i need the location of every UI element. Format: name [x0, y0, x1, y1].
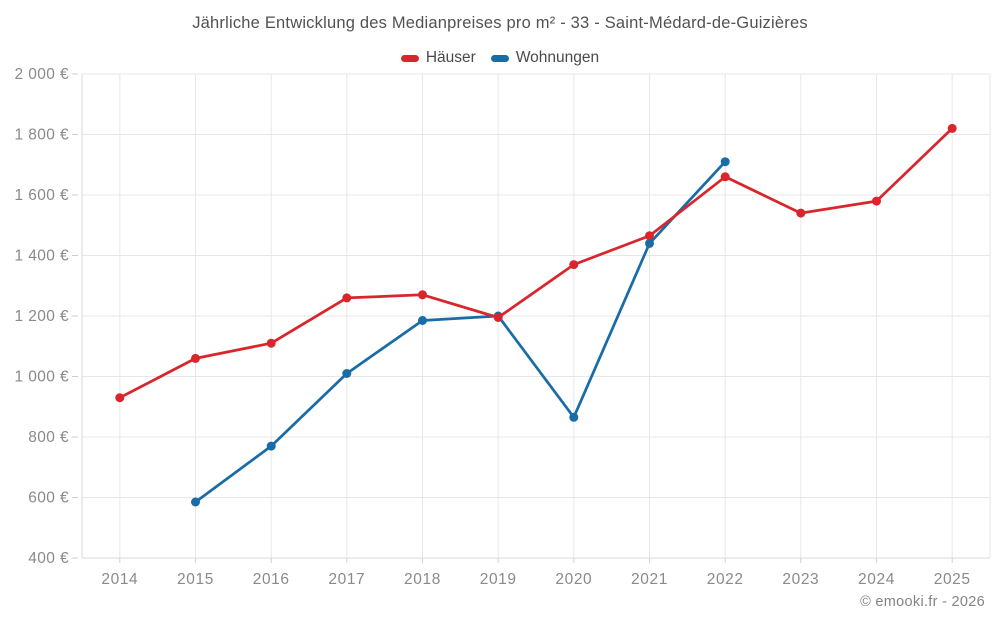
- svg-text:2022: 2022: [707, 571, 744, 588]
- data-point: [720, 172, 730, 182]
- svg-text:1 400 €: 1 400 €: [14, 248, 69, 265]
- data-point: [796, 208, 806, 218]
- data-point: [645, 231, 654, 241]
- legend-label-haeuser: Häuser: [425, 49, 476, 66]
- svg-text:1 200 €: 1 200 €: [14, 308, 69, 325]
- data-point: [872, 196, 881, 206]
- svg-text:2019: 2019: [480, 571, 517, 588]
- svg-text:2 000 €: 2 000 €: [14, 66, 69, 83]
- svg-text:2024: 2024: [858, 571, 895, 588]
- svg-text:600 €: 600 €: [28, 490, 69, 507]
- data-point: [493, 313, 503, 322]
- data-point: [266, 338, 276, 348]
- legend: Häuser Wohnungen: [0, 48, 1000, 68]
- svg-text:1 000 €: 1 000 €: [14, 369, 69, 386]
- data-point: [191, 497, 200, 507]
- svg-text:400 €: 400 €: [28, 550, 69, 567]
- svg-text:2016: 2016: [253, 571, 290, 588]
- data-point: [569, 412, 579, 422]
- data-point: [947, 123, 957, 133]
- data-point: [418, 316, 427, 325]
- svg-text:2014: 2014: [101, 571, 138, 588]
- data-point: [569, 260, 579, 270]
- data-point: [191, 353, 200, 363]
- legend-item-wohnungen[interactable]: Wohnungen: [490, 49, 600, 67]
- chart-title: Jährliche Entwicklung des Medianpreises …: [192, 14, 808, 32]
- data-point: [645, 238, 654, 248]
- svg-text:2015: 2015: [177, 571, 214, 588]
- legend-swatch-wohnungen: [490, 54, 509, 62]
- data-point: [418, 290, 427, 300]
- copyright-text: © emooki.fr - 2026: [860, 594, 985, 610]
- svg-text:1 800 €: 1 800 €: [14, 127, 69, 144]
- svg-text:2017: 2017: [328, 571, 365, 588]
- data-point: [720, 157, 730, 167]
- data-point: [342, 369, 352, 378]
- series-Wohnungen: [191, 157, 730, 507]
- svg-text:2018: 2018: [404, 571, 441, 588]
- data-point: [115, 393, 125, 403]
- svg-text:800 €: 800 €: [28, 429, 69, 446]
- gridlines: 400 € 600 € 800 € 1 000 € 1 200 € 1 400 € 1 60…: [14, 66, 991, 588]
- legend-swatch-haeuser: [400, 54, 419, 62]
- data-point: [342, 293, 352, 303]
- svg-text:2023: 2023: [782, 571, 819, 588]
- svg-text:2021: 2021: [631, 571, 668, 588]
- legend-item-haeuser[interactable]: Häuser: [400, 49, 476, 67]
- svg-text:2025: 2025: [934, 571, 971, 588]
- legend-label-wohnungen: Wohnungen: [515, 49, 600, 66]
- data-point: [266, 441, 276, 451]
- svg-text:1 600 €: 1 600 €: [14, 187, 69, 204]
- svg-text:2020: 2020: [555, 571, 592, 588]
- series-Häuser: [115, 123, 957, 403]
